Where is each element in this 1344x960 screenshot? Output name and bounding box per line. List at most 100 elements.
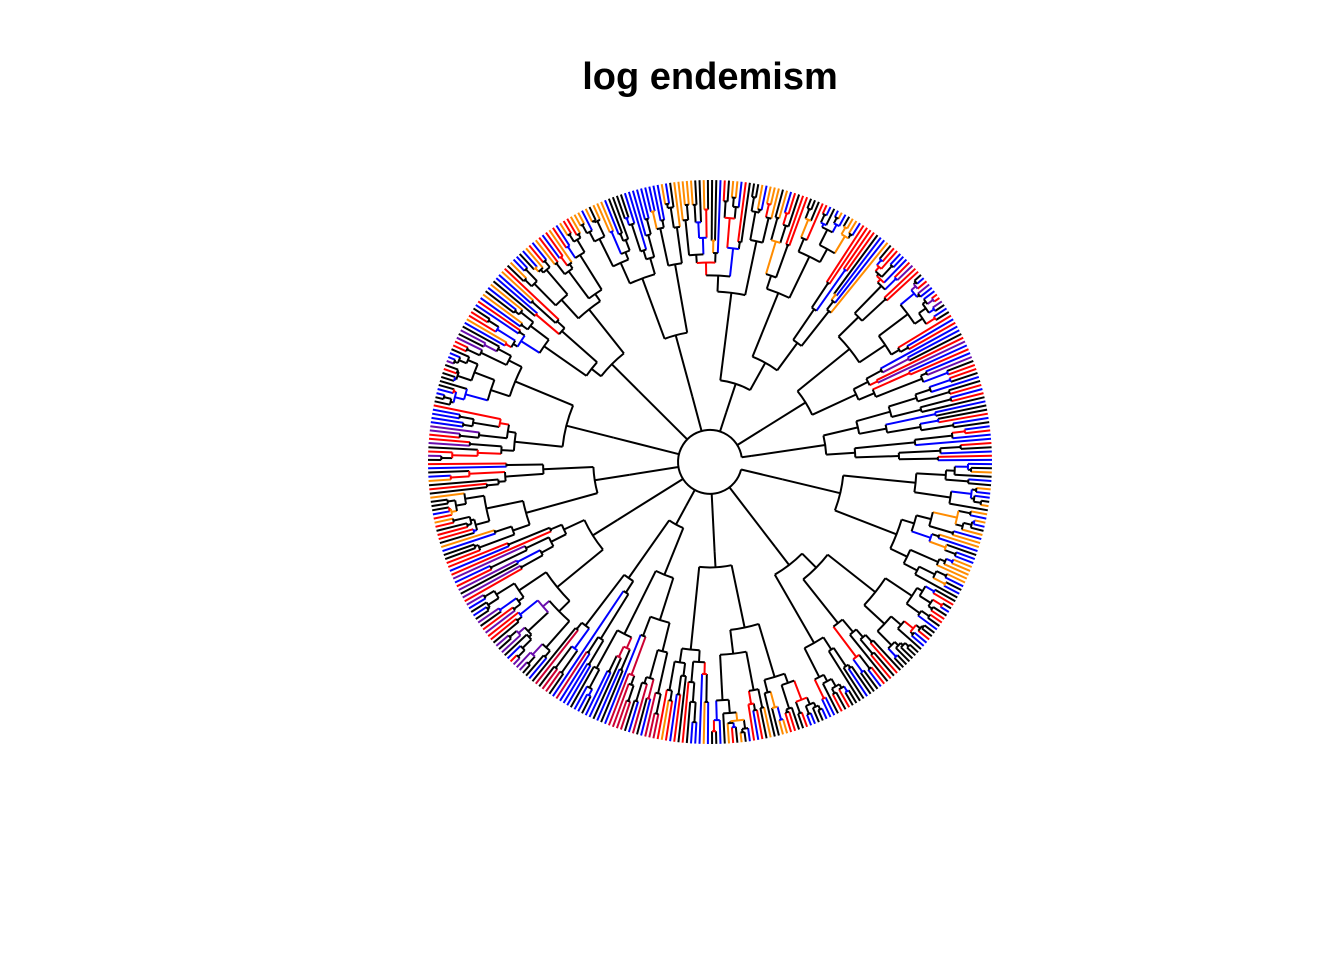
node-arc bbox=[979, 500, 983, 506]
node-arc bbox=[446, 499, 449, 504]
tip-branch bbox=[925, 352, 971, 373]
internal-branch bbox=[924, 585, 935, 593]
tip-branch bbox=[439, 531, 475, 545]
tip-branch bbox=[945, 581, 962, 591]
tip-branch bbox=[886, 270, 919, 302]
tip-branch bbox=[926, 356, 973, 376]
tip-branch bbox=[466, 594, 485, 606]
internal-branch bbox=[963, 521, 972, 526]
tip-branch bbox=[734, 726, 739, 743]
tip-branch bbox=[726, 180, 730, 202]
tip-branch bbox=[685, 180, 690, 205]
internal-branch bbox=[608, 655, 618, 673]
node-arc bbox=[442, 394, 446, 400]
internal-branch bbox=[556, 548, 604, 588]
internal-branch bbox=[635, 682, 643, 702]
tip-branch bbox=[960, 442, 992, 447]
tip-branch bbox=[930, 609, 945, 620]
internal-branch bbox=[486, 499, 524, 510]
tip-branch bbox=[429, 433, 460, 439]
tip-branch bbox=[447, 542, 509, 568]
internal-branch bbox=[655, 693, 662, 714]
node-arc bbox=[510, 526, 516, 535]
tip-branch bbox=[942, 602, 952, 610]
internal-branch bbox=[498, 480, 506, 483]
tip-branch bbox=[824, 696, 836, 716]
root-arc bbox=[677, 428, 743, 495]
internal-branch bbox=[462, 423, 473, 428]
tip-branch bbox=[923, 290, 936, 300]
internal-branch bbox=[598, 238, 614, 267]
tip-branch bbox=[470, 311, 489, 324]
internal-branch bbox=[543, 345, 587, 377]
internal-branch bbox=[625, 580, 635, 594]
internal-branch bbox=[563, 519, 585, 531]
tip-branch bbox=[555, 224, 571, 247]
internal-branch bbox=[642, 616, 652, 637]
tip-branch bbox=[477, 607, 500, 624]
internal-branch bbox=[876, 278, 882, 284]
internal-branch bbox=[758, 209, 761, 213]
internal-branch bbox=[693, 702, 697, 723]
tip-branch bbox=[923, 624, 936, 634]
internal-branch bbox=[733, 207, 737, 219]
node-arc bbox=[947, 390, 951, 395]
tip-branch bbox=[562, 220, 572, 234]
tip-branch bbox=[756, 184, 764, 210]
node-arc bbox=[498, 607, 502, 612]
node-arc bbox=[699, 564, 732, 569]
tip-branch bbox=[889, 253, 902, 266]
internal-branch bbox=[594, 473, 630, 482]
tip-branch bbox=[821, 698, 832, 718]
tip-branch bbox=[933, 297, 940, 303]
node-arc bbox=[628, 222, 635, 227]
tip-branch bbox=[588, 671, 612, 718]
internal-branch bbox=[619, 262, 631, 284]
tip-branch bbox=[592, 204, 601, 221]
tip-branch bbox=[669, 693, 678, 742]
internal-branch bbox=[531, 301, 557, 324]
node-arc bbox=[612, 258, 629, 268]
tip-branch bbox=[698, 673, 704, 744]
tip-branch bbox=[428, 450, 453, 454]
node-arc bbox=[969, 489, 973, 499]
internal-branch bbox=[558, 600, 571, 613]
clade-stem bbox=[741, 454, 752, 459]
tip-branch bbox=[451, 530, 552, 576]
internal-branch bbox=[459, 415, 474, 421]
internal-branch bbox=[800, 310, 830, 347]
internal-branch bbox=[594, 293, 602, 302]
internal-branch bbox=[847, 233, 852, 239]
tip-branch bbox=[952, 416, 989, 425]
internal-branch bbox=[779, 225, 787, 244]
tip-branch bbox=[846, 218, 854, 229]
tip-branch bbox=[730, 727, 735, 744]
tip-branch bbox=[430, 421, 464, 428]
node-arc bbox=[717, 290, 746, 297]
internal-branch bbox=[898, 449, 941, 454]
tip-branch bbox=[981, 499, 990, 503]
internal-branch bbox=[544, 650, 551, 658]
internal-branch bbox=[554, 645, 573, 669]
internal-branch bbox=[763, 679, 769, 693]
node-arc bbox=[452, 359, 457, 364]
internal-branch bbox=[467, 523, 472, 527]
internal-branch bbox=[567, 270, 590, 300]
tip-branch bbox=[851, 222, 861, 237]
clade-stem bbox=[691, 396, 703, 432]
internal-branch bbox=[675, 505, 687, 525]
node-arc bbox=[506, 542, 511, 547]
internal-branch bbox=[826, 451, 856, 456]
internal-branch bbox=[910, 285, 917, 291]
internal-branch bbox=[674, 264, 689, 333]
tip-branch bbox=[883, 258, 908, 284]
internal-branch bbox=[840, 227, 847, 235]
tip-branch bbox=[581, 695, 592, 714]
internal-branch bbox=[769, 691, 776, 708]
tip-branch bbox=[492, 621, 520, 644]
internal-branch bbox=[685, 204, 690, 220]
node-arc bbox=[516, 654, 521, 659]
tip-branch bbox=[844, 691, 854, 706]
node-arc bbox=[657, 649, 668, 654]
